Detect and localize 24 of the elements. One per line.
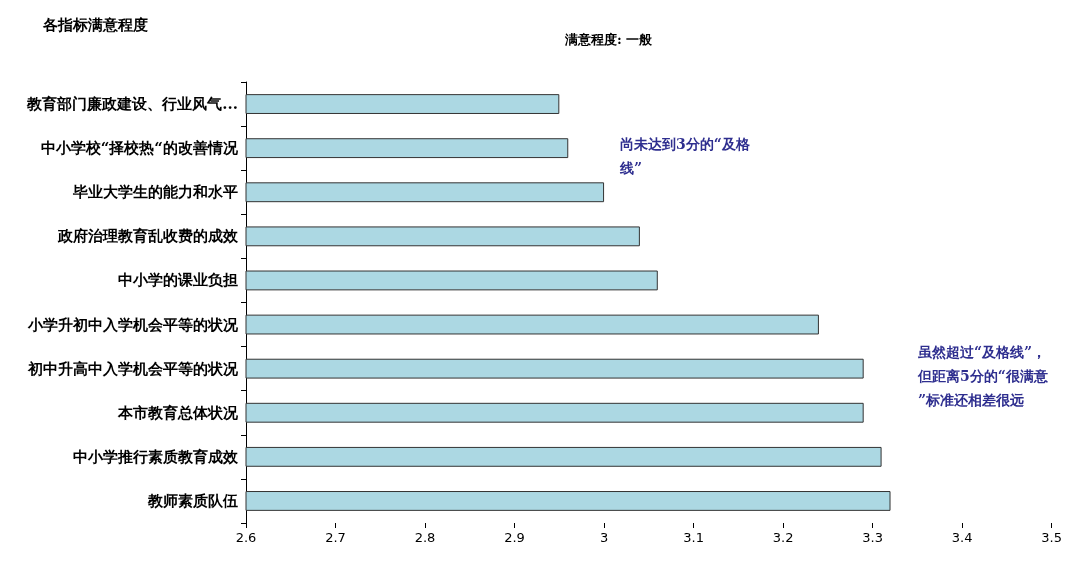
- y-tick-label: 小学升初中入学机会平等的状况: [27, 315, 239, 334]
- y-tick-label: 初中升高中入学机会平等的状况: [27, 359, 239, 378]
- y-tick-label: 中小学的课业负担: [118, 271, 238, 290]
- y-tick-label: 教师素质队伍: [147, 491, 238, 510]
- y-tick-label: 本市教育总体状况: [117, 403, 239, 422]
- x-tick-label: 2.7: [325, 530, 346, 545]
- x-tick-label: 3.4: [951, 530, 973, 545]
- x-tick-label: 3.3: [862, 530, 883, 545]
- x-tick-label: 3.2: [772, 530, 794, 545]
- annotation: 尚未达到3分的“及格线”: [619, 136, 751, 176]
- x-tick-label: 3: [599, 530, 609, 545]
- y-tick-label: 教育部门廉政建设、行业风气...: [26, 95, 238, 114]
- y-tick-label: 政府治理教育乱收费的成效: [57, 227, 239, 246]
- chart-subtitle: 满意程度: 一般: [564, 32, 654, 47]
- text: 各指标满意程度: [42, 15, 148, 34]
- y-tick-label: 中小学校“择校热“的改善情况: [40, 139, 239, 158]
- x-tick-label: 2.9: [504, 530, 525, 545]
- annotation: 虽然超过“及格线”，但距离5分的“很满意”标准还相差很远: [917, 344, 1049, 408]
- y-tick-label: 毕业大学生的能力和水平: [72, 183, 238, 202]
- x-tick-label: 2.6: [235, 530, 257, 545]
- x-tick-label: 2.8: [414, 530, 436, 545]
- x-tick-label: 3.5: [1041, 530, 1063, 545]
- y-tick-label: 中小学推行素质教育成效: [73, 447, 239, 466]
- x-tick-label: 3.1: [683, 530, 704, 545]
